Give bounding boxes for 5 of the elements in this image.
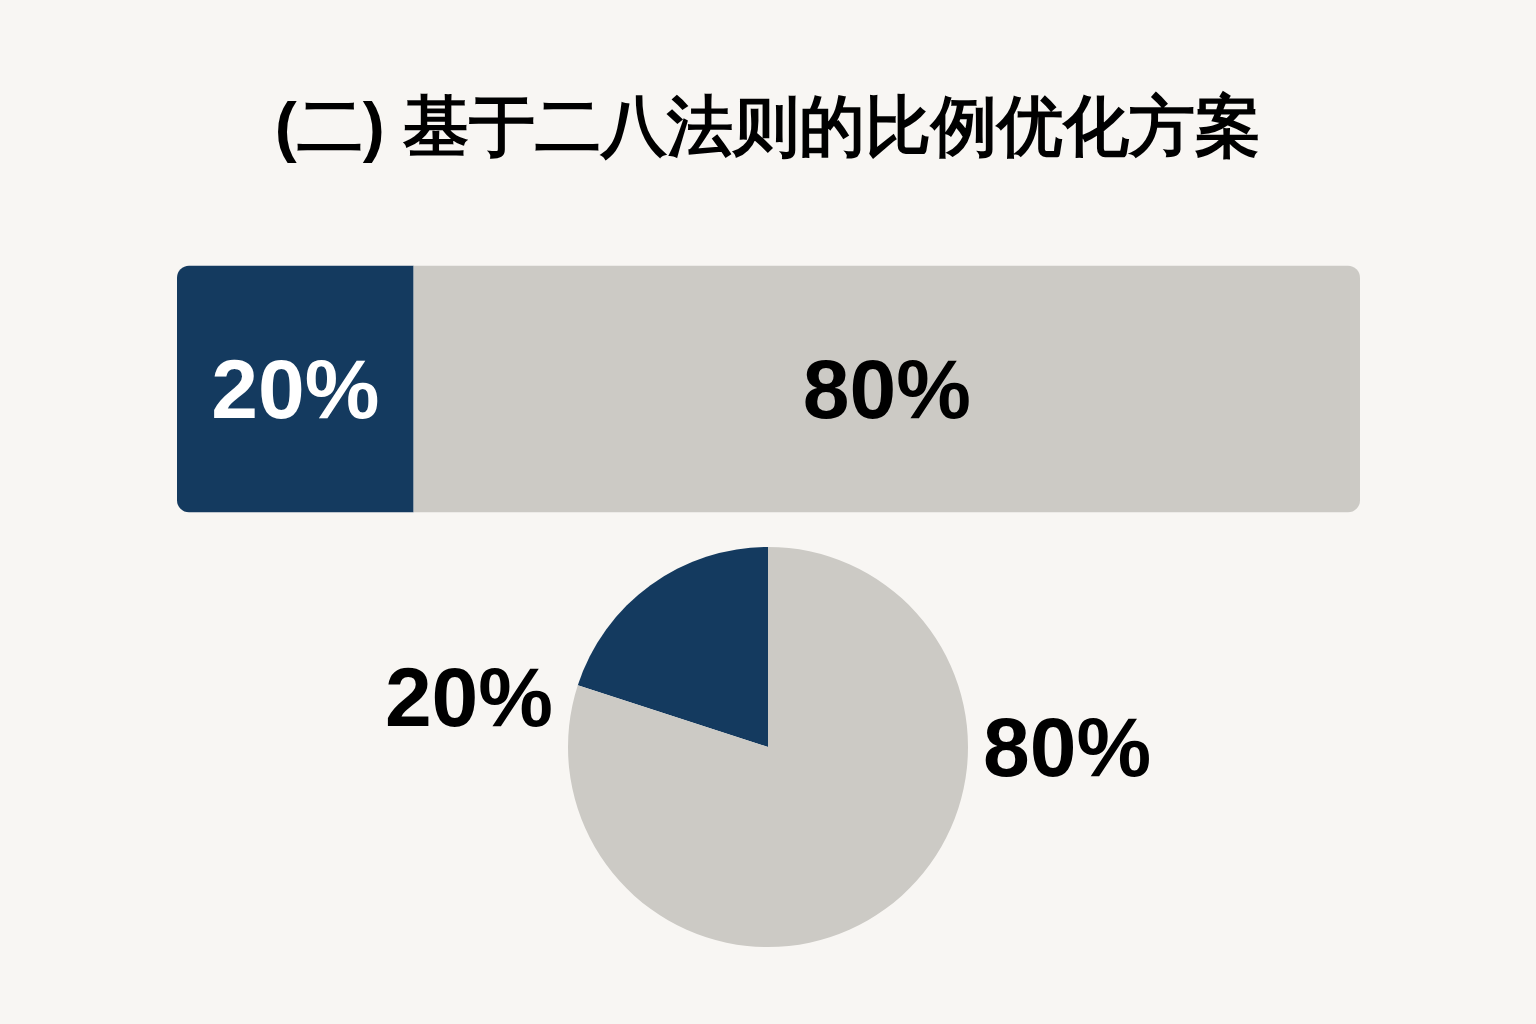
data-label: 20% (384, 650, 553, 744)
data-label: 80% (983, 700, 1152, 794)
data-label: 20% (211, 342, 380, 436)
chart-title: (二) 基于二八法则的比例优化方案 (274, 89, 1262, 163)
data-label: 80% (802, 342, 971, 436)
